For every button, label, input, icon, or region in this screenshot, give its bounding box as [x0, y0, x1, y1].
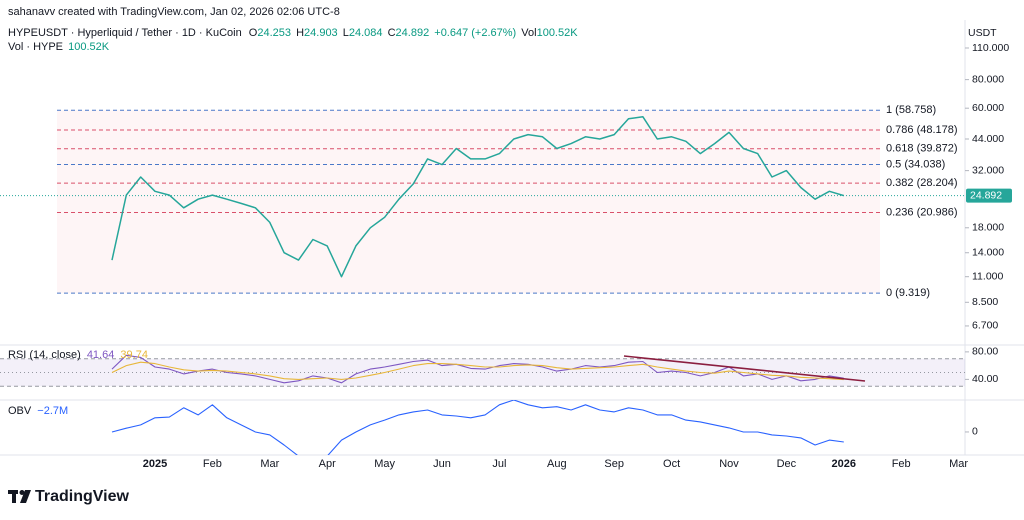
ohlc-label: O	[249, 27, 258, 39]
rsi-title: RSI (14, close)	[8, 349, 81, 361]
logo-part	[12, 490, 16, 503]
fib-label: 0.786 (48.178)	[886, 124, 958, 136]
x-tick-label: 2025	[143, 458, 167, 470]
trend-line	[623, 355, 866, 382]
last-price-tag	[966, 188, 1012, 203]
y-tick-label: 60.000	[972, 102, 1004, 114]
vol-value: 100.52K	[537, 27, 579, 39]
x-tick-label: Aug	[547, 458, 567, 470]
data-line	[111, 354, 844, 384]
y-tick-label: 14.000	[972, 247, 1004, 259]
data-line	[111, 400, 844, 455]
data-line	[111, 361, 844, 381]
vol-label: Vol	[521, 27, 536, 39]
ohlc-label: H	[296, 27, 304, 39]
last-price-label: 24.892	[970, 189, 1002, 201]
y-tick-label: 8.500	[972, 296, 998, 308]
ohlc-value: 24.084	[349, 27, 383, 39]
y-tick-label: 0	[972, 426, 978, 438]
fib-label: 0.236 (20.986)	[886, 206, 958, 218]
fib-zone	[57, 110, 880, 294]
y-tick-label: 44.000	[972, 133, 1004, 145]
logo-part	[19, 490, 25, 495]
obv-title: OBV	[8, 405, 32, 417]
ohlc-label: C	[388, 27, 396, 39]
credit: sahanavv created with TradingView.com, J…	[8, 6, 340, 18]
x-tick-label: Dec	[777, 458, 797, 470]
x-tick-label: Oct	[663, 458, 680, 470]
x-tick-label: 2026	[832, 458, 856, 470]
fib-label: 0.382 (28.204)	[886, 177, 958, 189]
rsi-ma-value: 39.74	[120, 349, 148, 361]
obv-legend: OBV −2.7M	[8, 405, 68, 417]
x-tick-label: Mar	[949, 458, 968, 470]
axes: 1 (58.758) 0.786 (48.178) 0.618 (39.872) 0.…	[143, 42, 1012, 470]
fib-label: 0.5 (34.038)	[886, 158, 945, 170]
y-tick-label: 6.700	[972, 320, 998, 332]
volume-title: Vol · HYPE	[8, 41, 63, 53]
fib-label: 0.618 (39.872)	[886, 143, 958, 155]
rsi-legend: RSI (14, close) 41.64 39.74	[8, 349, 148, 361]
obv-pane	[111, 400, 844, 455]
brand: TradingView	[35, 488, 130, 505]
price-unit: USDT	[968, 27, 997, 39]
y-tick-label: 18.000	[972, 222, 1004, 234]
y-tick-label: 80.000	[972, 73, 1004, 85]
y-tick-label: 110.000	[972, 42, 1009, 54]
x-tick-label: Jun	[433, 458, 451, 470]
x-tick-label: May	[374, 458, 395, 470]
ohlc-value: 24.903	[304, 27, 338, 39]
symbol-legend: HYPEUSDT · Hyperliquid / Tether · 1D · K…	[8, 27, 578, 39]
x-tick-label: Nov	[719, 458, 739, 470]
price-pane	[0, 109, 965, 294]
x-tick-label: Mar	[260, 458, 279, 470]
logo	[8, 490, 31, 503]
y-tick-label: 32.000	[972, 164, 1004, 176]
obv-value: −2.7M	[37, 405, 68, 417]
rsi-pane	[0, 354, 965, 387]
data-line	[111, 116, 845, 278]
x-tick-label: Feb	[203, 458, 222, 470]
y-tick-label: 80.00	[972, 346, 998, 358]
x-tick-label: Sep	[604, 458, 624, 470]
ohlc-label: L	[343, 27, 349, 39]
rsi-value: 41.64	[87, 349, 115, 361]
ohlc-value: 24.253	[257, 27, 291, 39]
ohlc-value: 24.892	[396, 27, 430, 39]
fib-label: 1 (58.758)	[886, 104, 936, 116]
logo-part	[20, 490, 31, 503]
volume-value: 100.52K	[68, 41, 110, 53]
x-tick-label: Feb	[892, 458, 911, 470]
symbol: HYPEUSDT · Hyperliquid / Tether · 1D · K…	[8, 27, 242, 39]
x-tick-label: Jul	[492, 458, 506, 470]
x-tick-label: Apr	[319, 458, 336, 470]
volume-legend: Vol · HYPE 100.52K	[8, 41, 110, 53]
y-tick-label: 40.00	[972, 373, 998, 385]
fib-label: 0 (9.319)	[886, 287, 930, 299]
y-tick-label: 11.000	[972, 270, 1003, 282]
change: +0.647 (+2.67%)	[434, 27, 516, 39]
